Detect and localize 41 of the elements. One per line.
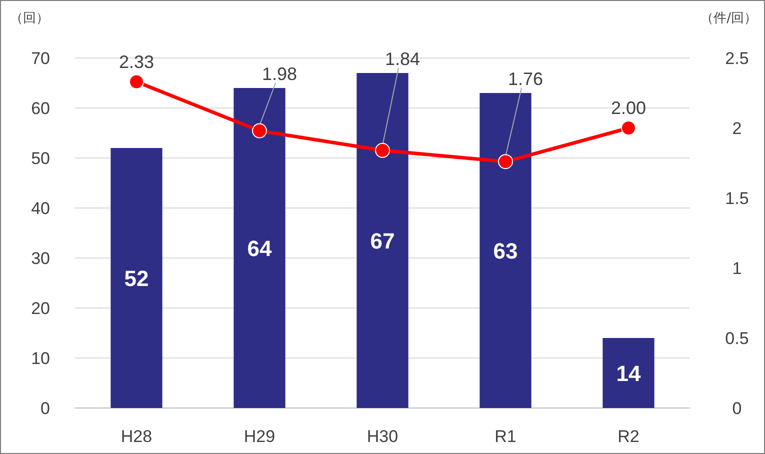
point — [129, 74, 144, 90]
data-label: 67 — [370, 228, 395, 254]
y-tick-label: 60 — [31, 99, 50, 118]
data-label: 14 — [616, 361, 642, 386]
data-label: 1.84 — [384, 49, 420, 69]
data-label: 63 — [493, 238, 518, 264]
y2-tick-label: 2.5 — [725, 49, 749, 68]
bar — [110, 148, 162, 408]
y2-tick-label: 2 — [732, 119, 742, 138]
bar — [234, 88, 286, 408]
data-label: 64 — [247, 236, 272, 261]
point — [498, 154, 513, 170]
point — [375, 142, 390, 158]
x-tick-label: H30 — [366, 427, 398, 446]
bar — [356, 73, 408, 408]
bar — [480, 93, 532, 408]
y-tick-label: 70 — [31, 49, 50, 68]
y-tick-label: 20 — [31, 299, 50, 318]
y-tick-label: 40 — [31, 199, 50, 218]
x-tick-label: R2 — [618, 427, 640, 446]
point — [621, 120, 636, 136]
y-axis-title: （回） — [10, 11, 49, 26]
bar — [602, 338, 654, 408]
data-label: 2.33 — [118, 52, 154, 72]
y2-tick-label: 0.5 — [725, 329, 749, 348]
data-label: 1.76 — [508, 69, 544, 89]
y-tick-label: 10 — [31, 349, 50, 368]
y-tick-label: 0 — [40, 399, 50, 418]
x-tick-label: H29 — [244, 427, 276, 446]
data-label: 1.98 — [262, 64, 298, 84]
y2-tick-label: 0 — [732, 399, 742, 418]
y-tick-label: 50 — [31, 149, 50, 168]
y-tick-label: 30 — [31, 249, 50, 268]
x-tick-label: R1 — [494, 427, 516, 446]
data-label: 52 — [124, 266, 149, 291]
data-label: 2.00 — [610, 98, 646, 118]
y2-tick-label: 1.5 — [725, 189, 749, 208]
point — [252, 123, 267, 138]
y2-axis-title: （件/回） — [700, 11, 757, 26]
y2-tick-label: 1 — [732, 259, 742, 278]
x-tick-label: H28 — [120, 427, 152, 446]
